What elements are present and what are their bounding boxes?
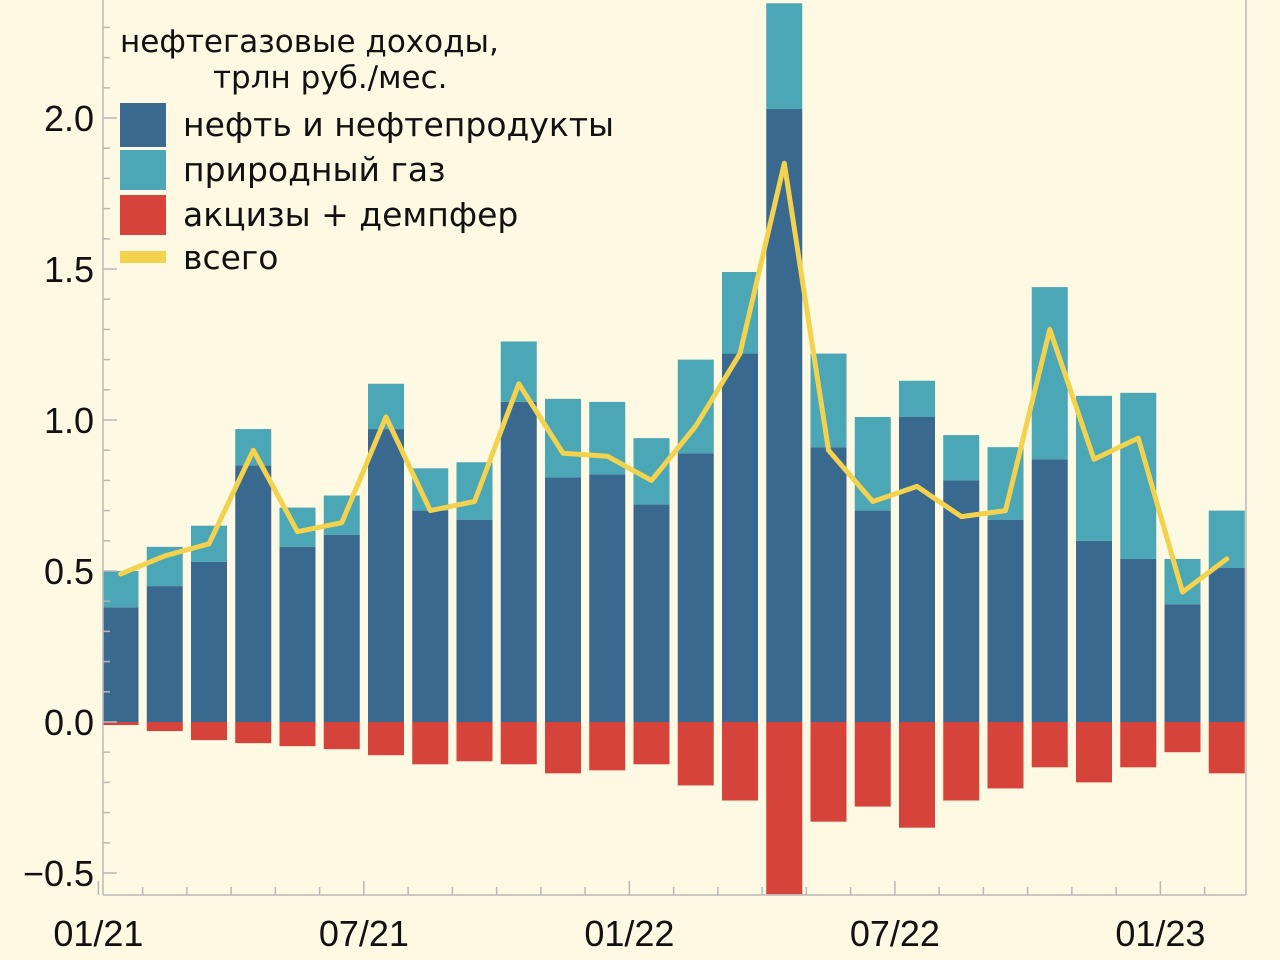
bar-oil [1031,459,1068,722]
chart-subtitle: трлн руб./мес. [213,60,447,96]
bar-excise [323,722,360,750]
bar-excise [102,722,139,726]
bar-oil [943,480,980,722]
bar-gas [766,3,803,109]
bar-oil [368,429,404,722]
legend-label-oil: нефть и нефтепродукты [183,105,614,144]
y-tick-label: 2.0 [44,98,94,139]
bar-oil [589,474,626,722]
legend-label-gas: природный газ [183,150,446,189]
bar-excise [1120,722,1157,768]
line-total [118,160,1230,595]
legend-swatch-excise [120,195,166,235]
bar-oil [810,447,847,722]
legend-swatch-gas [120,150,166,190]
bar-oil [191,561,227,722]
legend-swatch-total [120,251,166,263]
x-tick-label: 07/21 [319,913,409,954]
x-tick-label: 01/23 [1115,913,1205,954]
bar-oil [412,510,449,722]
x-tick-label: 01/22 [584,913,674,954]
bar-oil [1120,558,1157,722]
bar-gas [545,398,581,478]
bar-oil [1208,567,1245,722]
bar-oil [235,465,272,722]
bar-excise [235,722,272,744]
bar-excise [722,722,758,801]
bar-excise [368,722,404,756]
bar-excise [1164,722,1201,753]
bar-excise [987,722,1024,789]
bar-oil [279,546,316,722]
bar-excise [677,722,714,786]
bar-excise [633,722,670,765]
y-tick-label: 1.0 [44,400,94,441]
bar-excise [899,722,935,828]
bar-excise [589,722,626,771]
axes: −0.5 0.0 0.5 1.0 1.5 2.0 01/21 07/21 01/22 07/22 0… [23,0,1247,954]
bar-excise [766,722,803,895]
bar-gas [323,495,360,535]
y-tick-label: −0.5 [23,853,94,894]
y-tick-label: 0.0 [44,702,94,743]
bar-oil [854,510,891,722]
bar-excise [146,722,183,732]
bar-excise [191,722,227,741]
y-tick-label: 0.5 [44,551,94,592]
bar-gas [235,429,272,466]
legend-label-excise: акцизы + демпфер [183,195,518,234]
bar-excise [1031,722,1068,768]
legend-swatch-oil [120,103,166,147]
bar-oil [323,534,360,722]
legend-label-total: всего [183,238,278,277]
bars-layer [102,3,1245,895]
bar-excise [810,722,847,822]
bar-gas [722,272,758,354]
bar-oil [500,401,537,722]
bar-excise [1076,722,1112,783]
total-line-layer [118,160,1230,595]
legend: нефтегазовые доходы, трлн руб./мес. нефт… [120,24,614,277]
x-tick-label: 01/21 [53,913,143,954]
bar-excise [943,722,980,801]
x-tick-label: 07/22 [850,913,940,954]
bar-gas [943,435,980,481]
bar-oil [1164,604,1201,722]
bar-excise [279,722,316,747]
bar-oil [102,607,139,722]
bar-gas [500,341,537,402]
bar-oil [766,108,803,722]
bar-oil [1076,540,1112,722]
bar-excise [854,722,891,807]
bar-oil [633,504,670,722]
bar-excise [456,722,493,762]
bar-oil [987,519,1024,722]
bar-excise [500,722,537,765]
bar-oil [722,353,758,722]
bar-oil [677,453,714,722]
bar-oil [456,519,493,722]
bar-excise [545,722,581,774]
chart-title: нефтегазовые доходы, [120,24,499,60]
y-tick-label: 1.5 [44,249,94,290]
bar-excise [412,722,449,765]
bar-gas [899,380,935,417]
bar-oil [545,477,581,722]
bar-oil [899,416,935,722]
bar-excise [1208,722,1245,774]
bar-oil [146,586,183,722]
